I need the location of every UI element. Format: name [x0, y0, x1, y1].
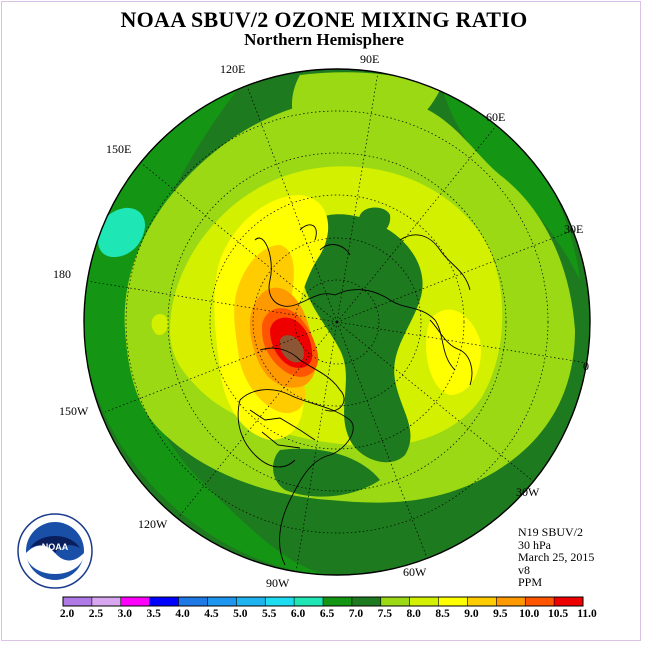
colorbar-tick-label: 9.0 — [464, 608, 479, 620]
lon-label-30w: 30W — [516, 485, 540, 499]
figure-frame — [1, 1, 641, 641]
colorbar-swatch — [149, 597, 180, 606]
colorbar-swatch — [207, 597, 237, 606]
colorbar-swatch — [178, 597, 208, 606]
lon-label-90w: 90W — [266, 576, 290, 590]
map-title: NOAA SBUV/2 OZONE MIXING RATIO — [120, 7, 528, 32]
colorbar-swatch — [351, 597, 382, 606]
colorbar-swatch — [380, 597, 411, 606]
info-date: March 25, 2015 — [518, 550, 595, 564]
colorbar-tick-label: 4.5 — [204, 608, 219, 620]
field-7-0-south — [273, 448, 380, 497]
colorbar-tick-label: 8.5 — [435, 608, 450, 620]
info-block: N19 SBUV/2 30 hPa March 25, 2015 v8 PPM — [518, 526, 594, 589]
colorbar-tick-label: 2.0 — [59, 608, 75, 620]
lon-label-30e: 30E — [564, 222, 584, 236]
graticule — [86, 71, 588, 573]
colorbar-swatch — [438, 597, 468, 606]
lon-label-90e: 90E — [360, 52, 380, 66]
lon-label-120w: 120W — [138, 517, 168, 531]
logo-text: NOAA — [42, 542, 69, 552]
info-satellite: N19 SBUV/2 — [518, 525, 584, 539]
colorbar-tick-label: 6.0 — [290, 608, 306, 620]
colorbar — [62, 596, 584, 607]
colorbar-swatch — [409, 597, 440, 606]
lon-label-150w: 150W — [59, 404, 89, 418]
colorbar-tick-label: 5.5 — [262, 608, 277, 620]
colorbar-swatch — [120, 597, 151, 606]
colorbar-tick-label: 4.0 — [175, 608, 190, 620]
colorbar-swatch — [554, 597, 584, 606]
colorbar-tick-label: 7.0 — [348, 608, 364, 620]
info-version: v8 — [518, 562, 530, 577]
lon-label-60e: 60E — [486, 110, 506, 124]
colorbar-swatch — [63, 597, 93, 606]
field-7-0-blob — [358, 207, 391, 236]
colorbar-swatch — [91, 597, 122, 606]
colorbar-tick-label: 3.5 — [146, 608, 161, 620]
lon-label-0: 0 — [583, 359, 589, 373]
colorbar-swatch — [467, 597, 497, 606]
lon-label-150e: 150E — [106, 142, 132, 156]
lon-label-120e: 120E — [220, 62, 246, 76]
colorbar-tick-label: 7.5 — [377, 608, 392, 620]
colorbar-tick-label: 3.0 — [117, 608, 132, 620]
info-units: PPM — [518, 575, 543, 589]
colorbar-tick-label: 10.0 — [519, 608, 540, 620]
colorbar-tick-label: 5.0 — [233, 608, 248, 620]
field-11-0 — [280, 335, 304, 363]
map-subtitle: Northern Hemisphere — [244, 30, 404, 49]
colorbar-swatch — [525, 597, 555, 606]
noaa-logo: NOAA — [17, 513, 93, 589]
colorbar-tick-label: 11.0 — [577, 608, 597, 620]
field-6-5-east — [440, 80, 580, 280]
colorbar-tick-label: 8.0 — [406, 608, 421, 620]
lon-label-180: 180 — [53, 267, 71, 281]
colorbar-tick-label: 9.5 — [493, 608, 508, 620]
colorbar-swatch — [496, 597, 526, 606]
field-6-0 — [98, 207, 146, 258]
field-7-0-trough — [298, 214, 423, 463]
info-level: 30 hPa — [518, 537, 551, 552]
field-8-0-island — [151, 314, 169, 336]
field-6-5 — [84, 75, 337, 575]
colorbar-swatch — [323, 597, 353, 606]
field-7-5-north — [291, 72, 440, 150]
colorbar-tick-label: 6.5 — [319, 608, 335, 620]
coastlines — [237, 224, 473, 566]
map-border — [83, 68, 591, 576]
colorbar-tick-label: 10.5 — [548, 608, 569, 620]
colorbar-swatch — [294, 597, 324, 606]
colorbar-swatch — [236, 597, 266, 606]
colorbar-swatch — [265, 597, 295, 606]
colorbar-tick-label: 2.5 — [88, 608, 104, 620]
lon-label-60w: 60W — [403, 565, 427, 579]
